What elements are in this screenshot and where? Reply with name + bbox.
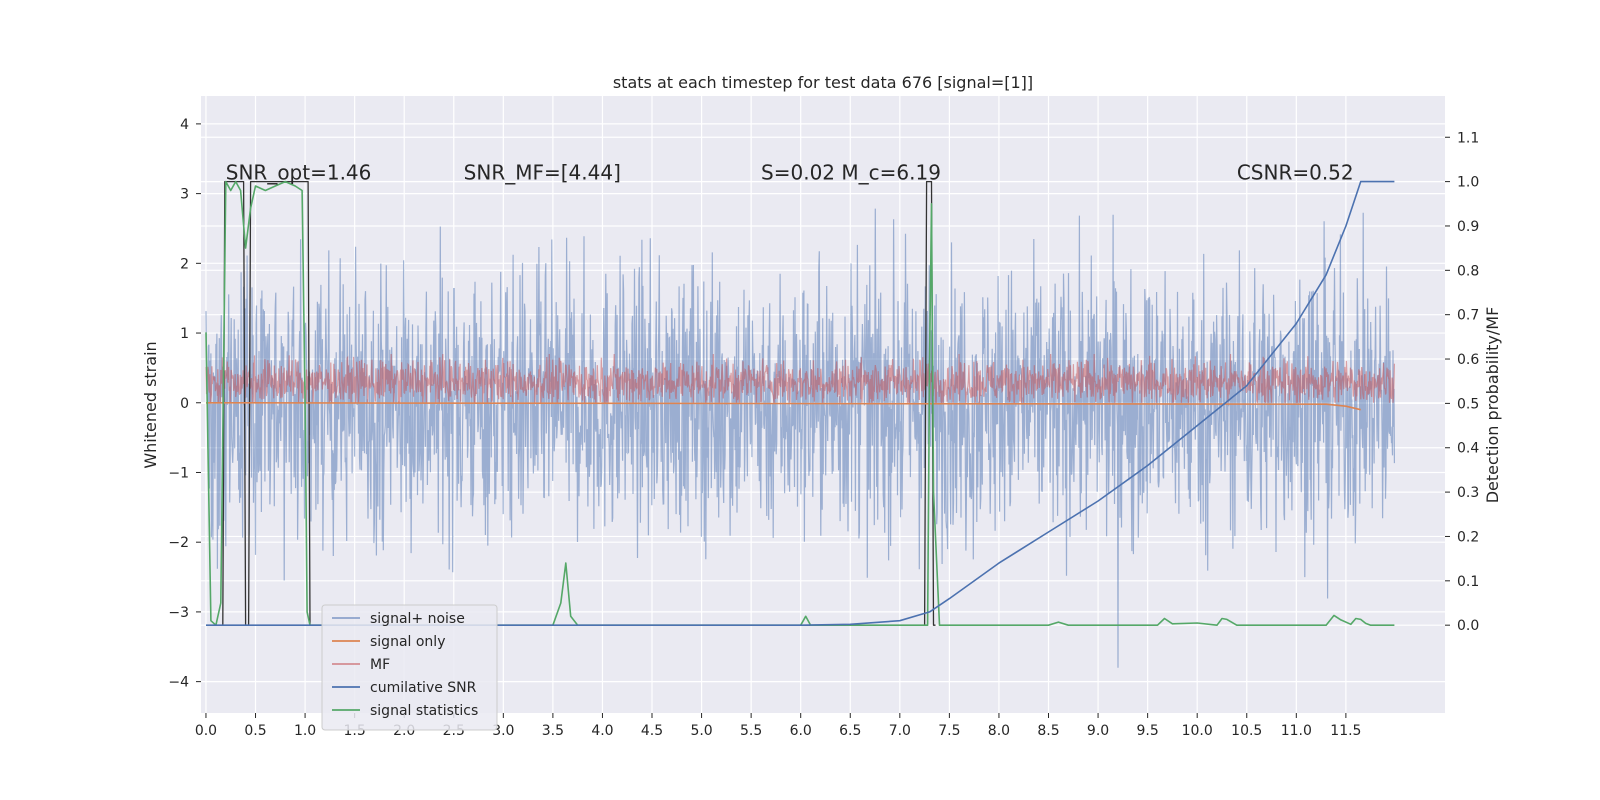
x-tick-label: 4.0 <box>591 723 613 739</box>
y-right-tick-label: 0.3 <box>1457 485 1479 501</box>
x-tick-label: 7.5 <box>938 723 960 739</box>
mf-band <box>205 353 1395 406</box>
legend-box <box>321 604 498 731</box>
x-tick-label: 6.0 <box>790 723 812 739</box>
y-right-tick-label: 0.5 <box>1457 396 1479 412</box>
series-signal-only-line <box>205 402 1361 411</box>
legend: signal+ noise signal only MF cumilative SNR… <box>321 604 498 731</box>
y-right-tick-label: 0.6 <box>1457 352 1479 368</box>
y-right-tick-label: 0.2 <box>1457 529 1479 545</box>
x-tick-label: 8.0 <box>988 723 1010 739</box>
series-signal-noise-line <box>205 208 1395 668</box>
x-tick-label: 4.5 <box>641 723 663 739</box>
y-right-tick-label: 0.7 <box>1457 308 1479 324</box>
y-left-tick-label: 1 <box>180 326 189 342</box>
y-axis-left-ticks: 4 3 2 1 0 −1 −2 −3 −4 <box>168 117 201 691</box>
y-left-tick-label: −2 <box>168 535 189 551</box>
x-tick-label: 9.0 <box>1087 723 1109 739</box>
y-right-tick-label: 1.0 <box>1457 175 1479 191</box>
y-right-tick-label: 1.1 <box>1457 130 1479 146</box>
legend-label: signal statistics <box>370 703 478 719</box>
y-right-tick-label: 0.8 <box>1457 263 1479 279</box>
annotation-text: S=0.02 M_c=6.19 <box>761 161 941 185</box>
chart-title: stats at each timestep for test data 676… <box>613 73 1033 92</box>
y-left-tick-label: 4 <box>180 117 189 133</box>
legend-label: signal+ noise <box>370 611 465 627</box>
annotation-text: CSNR=0.52 <box>1237 161 1354 185</box>
x-tick-label: 3.0 <box>492 723 514 739</box>
y-right-tick-label: 0.4 <box>1457 441 1479 457</box>
y-left-tick-label: 0 <box>180 396 189 412</box>
y-left-tick-label: −1 <box>168 465 189 481</box>
signal-noise-band <box>205 208 1395 668</box>
series-step-marker-line <box>206 180 936 626</box>
x-tick-label: 1.0 <box>294 723 316 739</box>
series-lines <box>205 180 1395 626</box>
legend-label: signal only <box>370 634 445 650</box>
legend-label: MF <box>370 657 390 673</box>
y-right-tick-label: 0.0 <box>1457 618 1479 634</box>
annotations: SNR_opt=1.46 SNR_MF=[4.44] S=0.02 M_c=6.19… <box>226 161 1354 185</box>
series-signal-statistics-line <box>205 180 1395 626</box>
y-right-tick-label: 0.1 <box>1457 574 1479 590</box>
annotation-text: SNR_opt=1.46 <box>226 161 372 185</box>
y-left-tick-label: 2 <box>180 256 189 272</box>
x-tick-label: 0.0 <box>195 723 217 739</box>
x-tick-label: 11.0 <box>1281 723 1312 739</box>
series-cumulative-snr-line <box>206 180 1395 626</box>
y-left-tick-label: 3 <box>180 187 189 203</box>
x-tick-label: 5.0 <box>690 723 712 739</box>
x-tick-label: 10.5 <box>1231 723 1262 739</box>
x-tick-label: 3.5 <box>542 723 564 739</box>
x-tick-label: 9.5 <box>1136 723 1158 739</box>
x-tick-label: 0.5 <box>244 723 266 739</box>
x-tick-label: 5.5 <box>740 723 762 739</box>
y-axis-right-ticks: 1.1 1.0 0.9 0.8 0.7 0.6 0.5 0.4 0.3 0.2 0.1 0.0 <box>1445 130 1479 634</box>
y-axis-right-label: Detection probability/MF <box>1483 307 1502 504</box>
x-tick-label: 8.5 <box>1037 723 1059 739</box>
x-tick-label: 7.0 <box>889 723 911 739</box>
y-right-tick-label: 0.9 <box>1457 219 1479 235</box>
legend-label: cumilative SNR <box>370 680 477 696</box>
x-tick-label: 11.5 <box>1330 723 1361 739</box>
series-mf-line <box>205 353 1395 406</box>
annotation-text: SNR_MF=[4.44] <box>464 161 621 185</box>
y-left-tick-label: −3 <box>168 605 189 621</box>
x-axis-ticks: 0.0 0.5 1.0 1.5 2.0 2.5 3.0 3.5 4.0 4.5 5.0 5.5 6.0 6… <box>195 713 1361 739</box>
x-tick-label: 10.0 <box>1182 723 1213 739</box>
y-axis-left-label: Whitened strain <box>141 341 160 468</box>
x-tick-label: 6.5 <box>839 723 861 739</box>
y-left-tick-label: −4 <box>168 675 189 691</box>
